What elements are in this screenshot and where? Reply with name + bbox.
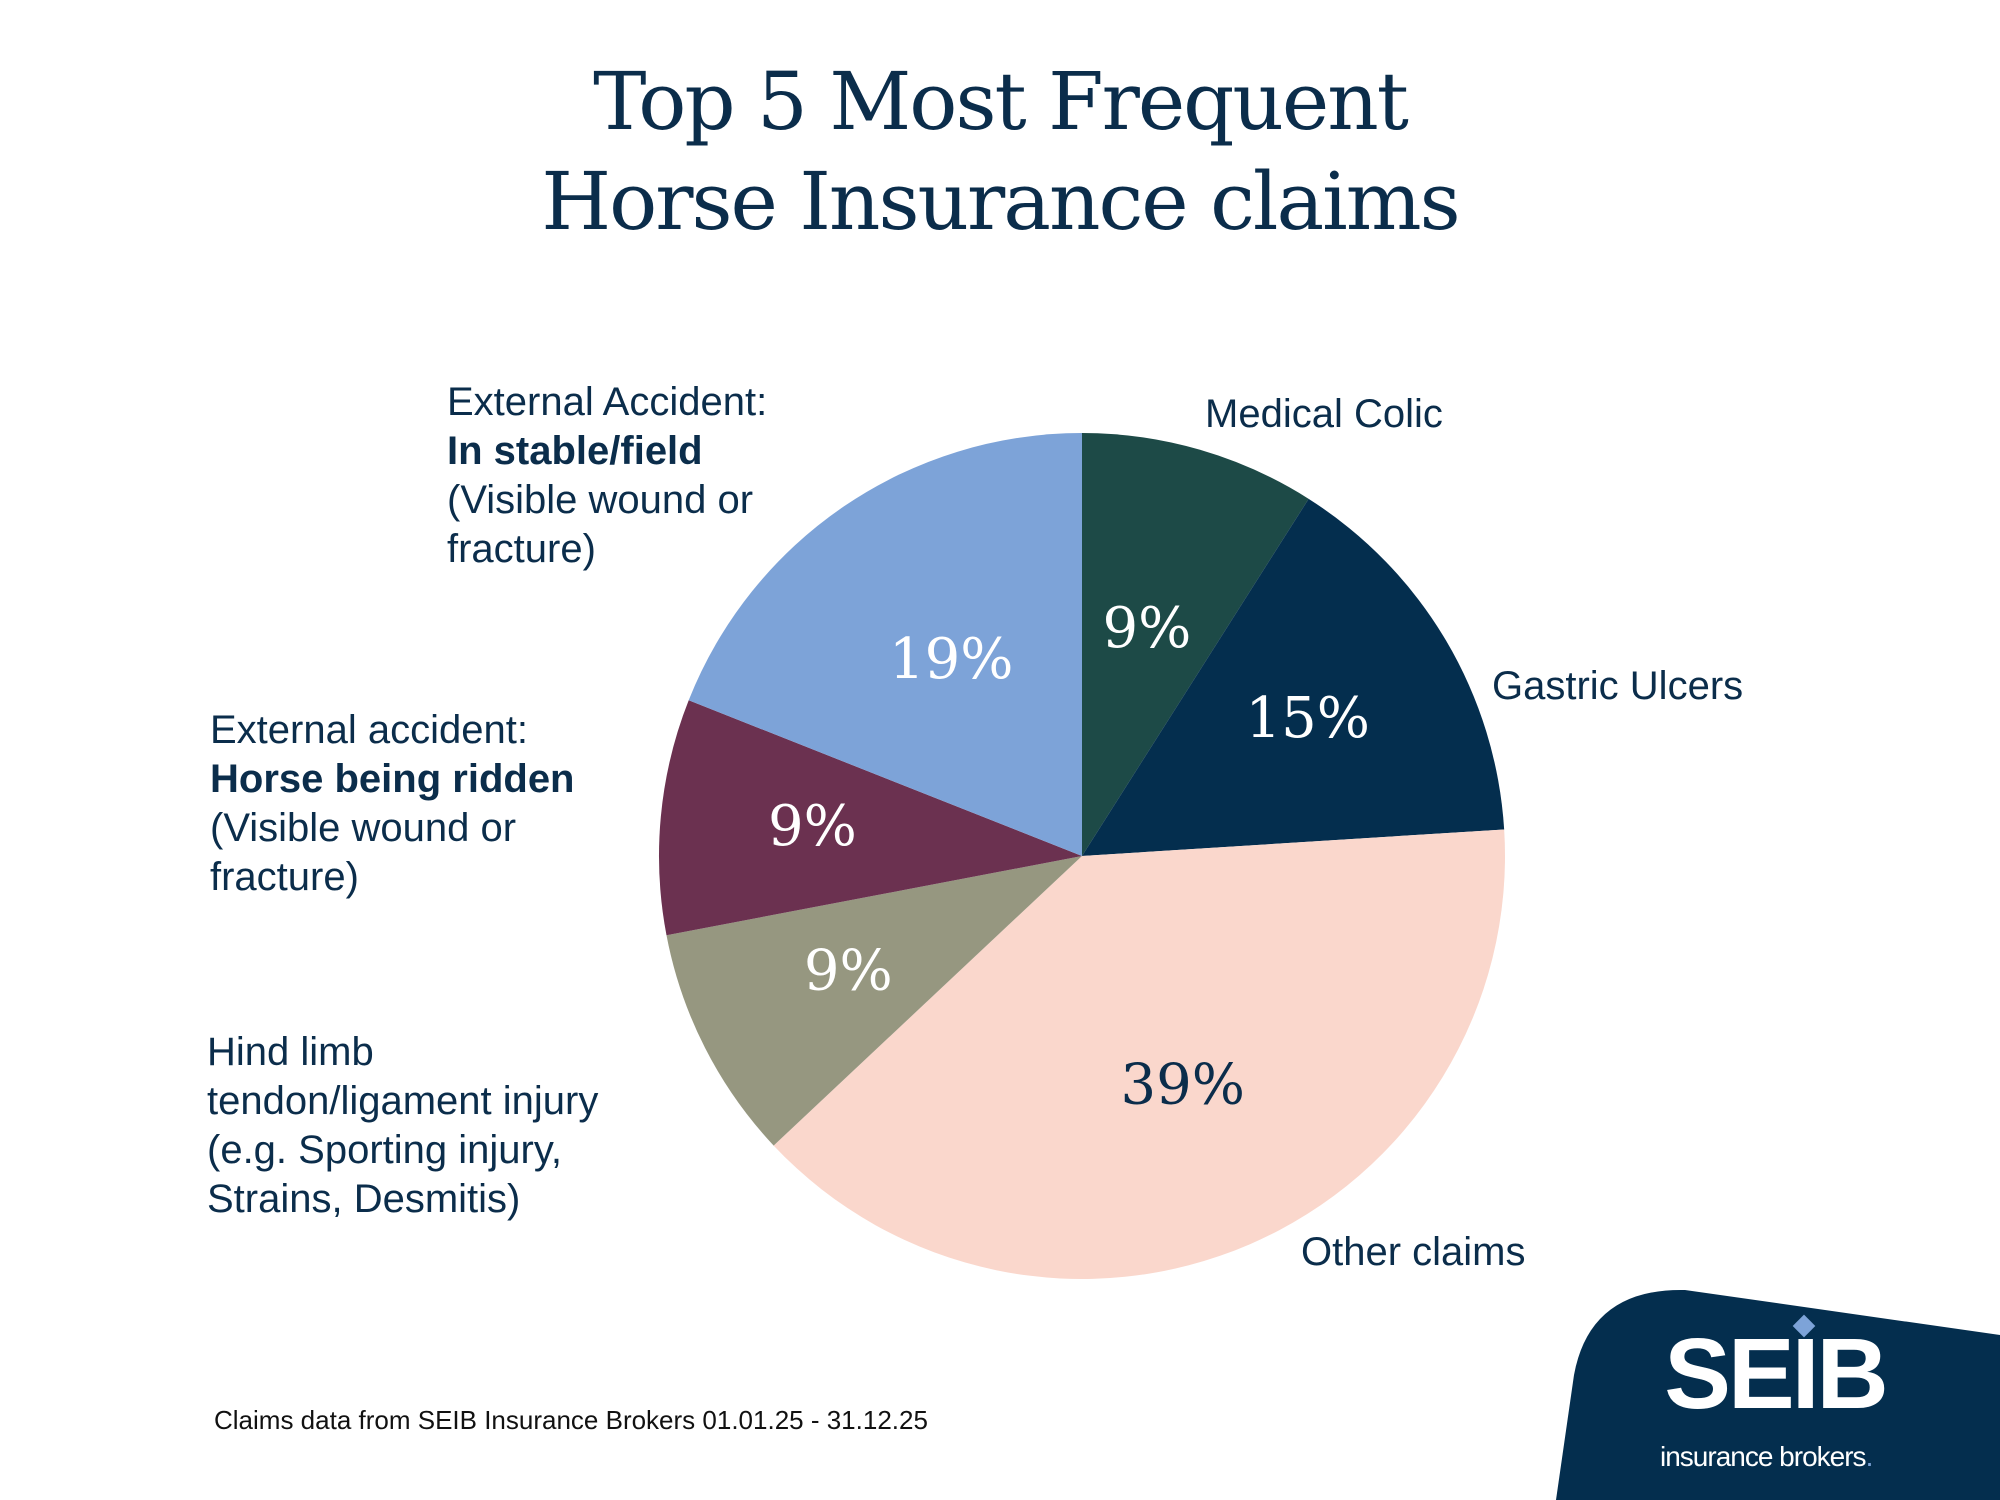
label-line: fracture)	[447, 527, 596, 571]
pie-slice	[1082, 433, 1309, 856]
label-medical-colic: Medical Colic	[1205, 390, 1443, 439]
logo-text: SEIB	[1664, 1318, 1885, 1430]
slice-percent-label: 9%	[1102, 596, 1191, 661]
slice-percent-label: 19%	[889, 627, 1013, 692]
pie-slice	[666, 856, 1082, 1146]
label-line: (e.g. Sporting injury,	[207, 1128, 562, 1172]
label-line: (Visible wound or	[210, 806, 517, 850]
chart-title: Top 5 Most Frequent Horse Insurance clai…	[0, 52, 2000, 252]
seib-logo: SEIB insurance brokers.	[1556, 1289, 2000, 1500]
title-line-2: Horse Insurance claims	[541, 155, 1460, 248]
pie-slice	[773, 829, 1505, 1280]
label-horse-ridden: External accident: Horse being ridden (V…	[210, 706, 575, 902]
label-line: fracture)	[210, 855, 359, 899]
label-line: Gastric Ulcers	[1492, 664, 1744, 708]
slice-percent-label: 39%	[1121, 1052, 1245, 1117]
slice-percent-label: 15%	[1246, 686, 1370, 751]
label-other-claims: Other claims	[1301, 1228, 1526, 1277]
label-gastric-ulcers: Gastric Ulcers	[1492, 662, 1743, 711]
label-line: Other claims	[1301, 1230, 1526, 1274]
pie-slice	[658, 700, 1082, 936]
label-line: Medical Colic	[1205, 392, 1443, 436]
label-line-bold: In stable/field	[447, 429, 703, 473]
logo-tagline: insurance brokers.	[1660, 1441, 1872, 1472]
footnote: Claims data from SEIB Insurance Brokers …	[214, 1405, 928, 1435]
label-line: tendon/ligament injury	[207, 1079, 599, 1123]
pie-slice	[1082, 498, 1505, 856]
slice-percent-label: 9%	[804, 939, 893, 1004]
slice-percent-label: 9%	[768, 794, 857, 859]
label-line: External accident:	[210, 708, 528, 752]
label-line: Strains, Desmitis)	[207, 1177, 521, 1221]
label-line: (Visible wound or	[447, 478, 754, 522]
title-line-1: Top 5 Most Frequent	[593, 55, 1409, 148]
label-hind-limb: Hind limb tendon/ligament injury (e.g. S…	[207, 1028, 598, 1224]
label-line: Hind limb	[207, 1030, 374, 1074]
label-line: External Accident:	[447, 380, 768, 424]
logo-diamond	[1792, 1314, 1816, 1338]
label-stable-field: External Accident: In stable/field (Visi…	[447, 378, 767, 574]
pie-slice	[688, 433, 1082, 856]
label-line-bold: Horse being ridden	[210, 757, 575, 801]
logo-background	[1556, 1289, 2000, 1500]
